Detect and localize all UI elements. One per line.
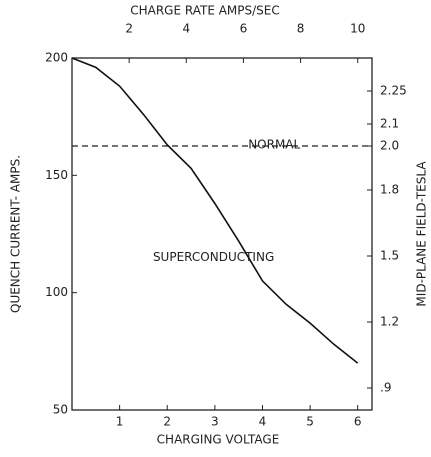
y2-axis-label: MID-PLANE FIELD-TESLA: [415, 161, 429, 307]
x-tick-label: 4: [259, 415, 267, 429]
x2-tick-label: 10: [350, 22, 365, 36]
plot-frame: [71, 57, 373, 411]
x-tick-label: 3: [211, 415, 219, 429]
x2-tick-label: 4: [182, 22, 190, 36]
y2-tick-label: 2.1: [380, 117, 399, 131]
y-tick-label: 150: [45, 168, 68, 182]
y2-tick-label: 1.5: [380, 249, 399, 263]
x2-axis-label: CHARGE RATE AMPS/SEC: [130, 4, 280, 18]
x2-tick-label: 6: [240, 22, 248, 36]
y-tick-label: 200: [45, 51, 68, 65]
annotation: SUPERCONDUCTING: [153, 250, 274, 264]
y2-tick-label: 2.0: [380, 139, 399, 153]
x-tick-label: 2: [163, 415, 171, 429]
x-axis-label: CHARGING VOLTAGE: [157, 433, 280, 447]
line-series: [71, 57, 359, 364]
y-tick-label: 50: [53, 403, 68, 417]
y2-tick-label: 1.2: [380, 315, 399, 329]
x-tick-label: 5: [306, 415, 314, 429]
x-tick-label: 1: [116, 415, 124, 429]
annotation: NORMAL: [248, 137, 300, 151]
x2-tick-label: 2: [125, 22, 133, 36]
x2-tick-label: 8: [297, 22, 305, 36]
y2-tick-label: .9: [380, 381, 391, 395]
y-tick-label: 100: [45, 285, 68, 299]
x-tick-label: 6: [354, 415, 362, 429]
y2-tick-label: 2.25: [380, 84, 407, 98]
y2-tick-label: 1.8: [380, 183, 399, 197]
y-axis-label: QUENCH CURRENT- AMPS.: [9, 155, 23, 313]
